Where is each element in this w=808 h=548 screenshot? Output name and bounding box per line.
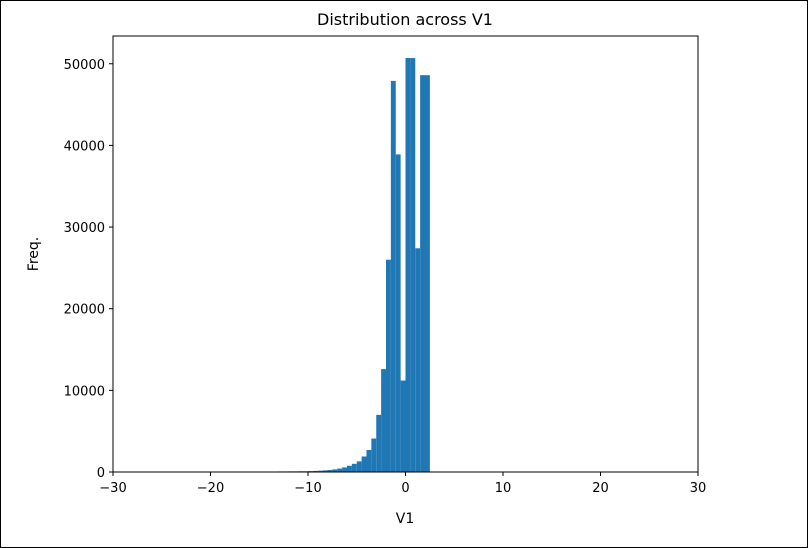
histogram-bar [337, 468, 343, 472]
x-tick-label: 30 [690, 481, 707, 496]
histogram-bar [351, 463, 357, 472]
histogram-bar [327, 469, 333, 472]
x-tick-label: 0 [401, 481, 409, 496]
chart-title: Distribution across V1 [317, 10, 493, 29]
x-tick-label: −30 [99, 481, 126, 496]
histogram-bar [317, 470, 323, 472]
histogram-bar [376, 414, 382, 472]
y-tick-label: 40000 [64, 139, 105, 154]
histogram-bar [332, 469, 338, 472]
bars-group [259, 58, 430, 472]
y-tick-label: 0 [97, 466, 105, 481]
histogram-bar [400, 380, 406, 472]
x-tick-label: −20 [197, 481, 224, 496]
histogram-bar [410, 58, 416, 472]
histogram-bar [395, 154, 401, 472]
histogram-bar [366, 449, 372, 472]
histogram-bar [361, 456, 367, 472]
y-tick-label: 30000 [64, 221, 105, 236]
histogram-bar [356, 461, 362, 472]
histogram-bar [347, 465, 352, 472]
x-tick-label: 10 [495, 481, 512, 496]
x-axis-label: V1 [396, 511, 414, 527]
histogram-bar [425, 75, 430, 472]
histogram-bar [381, 369, 386, 472]
histogram-bar [415, 248, 421, 472]
x-axis-ticks: −30 −20 −10 0 10 20 30 [99, 472, 706, 496]
x-tick-label: −10 [294, 481, 321, 496]
histogram-bar [312, 470, 318, 472]
y-axis-label: Freq. [26, 237, 42, 271]
histogram-bar [405, 58, 411, 472]
y-tick-label: 10000 [64, 384, 105, 399]
histogram-bar [420, 75, 425, 472]
y-tick-label: 50000 [64, 58, 105, 73]
histogram-bar [390, 80, 396, 472]
histogram-bar [371, 438, 377, 472]
histogram-bar [342, 467, 347, 472]
histogram-bar [386, 259, 391, 472]
y-axis-ticks: 0 10000 20000 30000 40000 50000 [64, 58, 113, 481]
histogram-bar [322, 470, 328, 472]
y-tick-label: 20000 [64, 303, 105, 318]
x-tick-label: 20 [592, 481, 609, 496]
